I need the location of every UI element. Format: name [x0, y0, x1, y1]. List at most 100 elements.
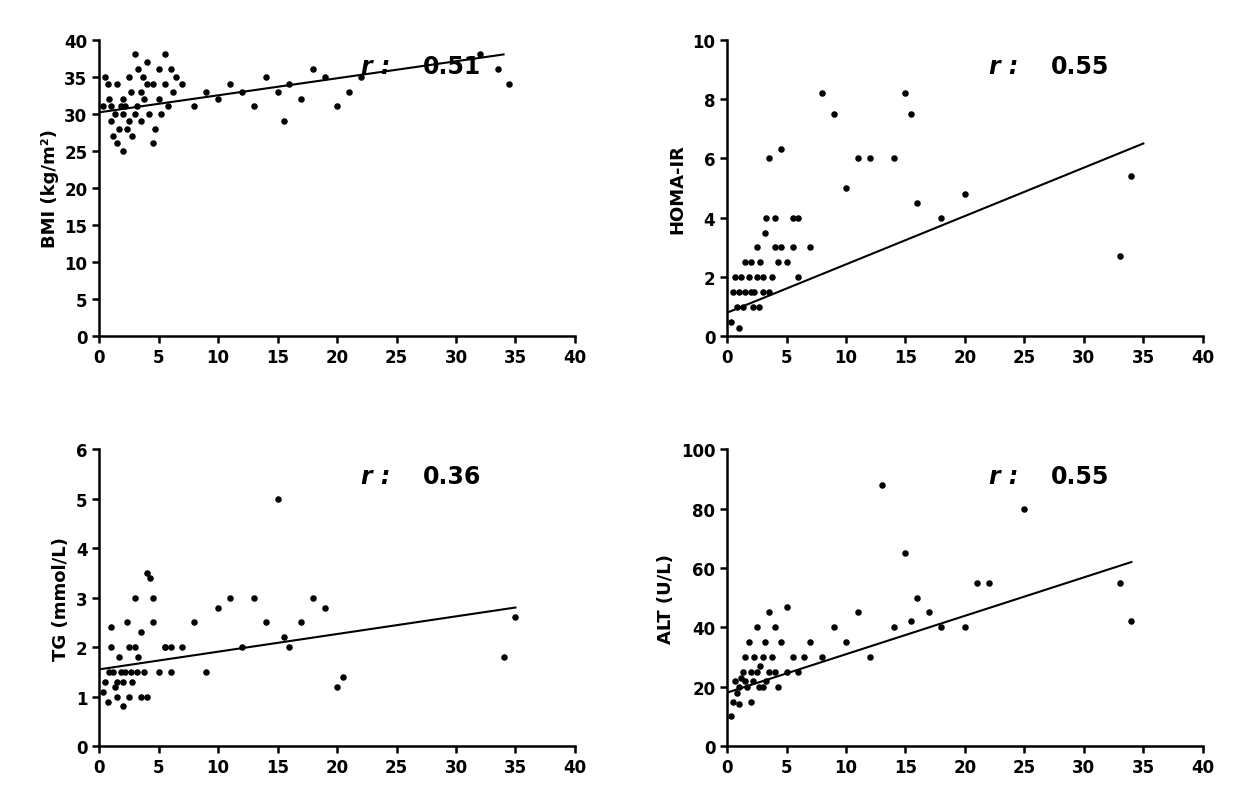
- Point: [776, 600, 796, 613]
- Point: [122, 666, 141, 679]
- Point: [825, 108, 844, 121]
- Point: [255, 616, 275, 629]
- Point: [291, 93, 311, 106]
- Point: [117, 616, 136, 629]
- Point: [908, 591, 928, 604]
- Text: 0.51: 0.51: [423, 55, 481, 79]
- Point: [93, 685, 113, 698]
- Point: [1014, 503, 1034, 516]
- Point: [723, 286, 743, 299]
- Point: [1121, 615, 1141, 628]
- Point: [161, 64, 181, 77]
- Point: [955, 621, 975, 634]
- Point: [735, 650, 755, 663]
- Point: [749, 301, 769, 314]
- Point: [208, 601, 228, 614]
- Point: [470, 49, 490, 62]
- Point: [895, 88, 915, 101]
- Point: [315, 71, 335, 84]
- Point: [720, 710, 740, 723]
- Point: [742, 256, 761, 269]
- Point: [110, 666, 130, 679]
- Point: [102, 641, 122, 654]
- Y-axis label: BMI (kg/m²): BMI (kg/m²): [41, 130, 58, 248]
- Point: [122, 86, 141, 99]
- Point: [729, 680, 749, 693]
- Point: [104, 666, 124, 679]
- Point: [729, 322, 749, 335]
- Point: [104, 108, 124, 121]
- Point: [95, 71, 115, 84]
- Point: [825, 621, 844, 634]
- Point: [771, 242, 791, 255]
- Point: [172, 79, 192, 92]
- Point: [155, 79, 175, 92]
- Point: [149, 64, 169, 77]
- Point: [339, 86, 358, 99]
- Point: [196, 666, 216, 679]
- Point: [119, 71, 139, 84]
- Point: [274, 116, 294, 129]
- Point: [746, 666, 766, 679]
- Point: [155, 49, 175, 62]
- Point: [98, 79, 118, 92]
- Point: [753, 286, 773, 299]
- Point: [110, 101, 130, 114]
- Point: [931, 212, 951, 225]
- Point: [749, 680, 769, 693]
- Point: [908, 197, 928, 210]
- Point: [727, 301, 746, 314]
- Point: [755, 636, 775, 649]
- Point: [746, 242, 766, 255]
- Point: [738, 680, 758, 693]
- Point: [729, 698, 749, 711]
- Point: [859, 650, 879, 663]
- Point: [304, 591, 324, 604]
- Point: [123, 676, 143, 689]
- Point: [131, 86, 151, 99]
- Point: [102, 621, 122, 634]
- Point: [196, 86, 216, 99]
- Point: [732, 672, 751, 684]
- Point: [771, 636, 791, 649]
- Point: [795, 650, 815, 663]
- Point: [765, 242, 785, 255]
- Point: [107, 138, 126, 151]
- Point: [113, 93, 133, 106]
- Text: 0.55: 0.55: [1050, 465, 1109, 488]
- Point: [145, 123, 165, 136]
- Point: [776, 256, 796, 269]
- Point: [232, 641, 252, 654]
- Point: [136, 690, 156, 703]
- Point: [149, 666, 169, 679]
- Point: [128, 101, 148, 114]
- Point: [884, 152, 904, 165]
- Point: [733, 301, 753, 314]
- Point: [117, 123, 136, 136]
- Point: [107, 79, 126, 92]
- Point: [125, 591, 145, 604]
- Point: [115, 666, 135, 679]
- Point: [219, 591, 239, 604]
- Point: [113, 676, 133, 689]
- Text: 0.36: 0.36: [423, 465, 481, 488]
- Point: [102, 116, 122, 129]
- Point: [746, 621, 766, 634]
- Point: [750, 659, 770, 672]
- Point: [720, 315, 740, 328]
- Point: [133, 71, 153, 84]
- Point: [244, 101, 264, 114]
- Point: [274, 631, 294, 644]
- Point: [735, 286, 755, 299]
- Point: [155, 641, 175, 654]
- Point: [848, 152, 868, 165]
- Point: [185, 616, 205, 629]
- Point: [119, 116, 139, 129]
- Point: [125, 641, 145, 654]
- Point: [782, 242, 802, 255]
- Point: [759, 152, 779, 165]
- Point: [931, 621, 951, 634]
- Y-axis label: HOMA-IR: HOMA-IR: [668, 144, 687, 234]
- Point: [733, 666, 753, 679]
- Point: [750, 256, 770, 269]
